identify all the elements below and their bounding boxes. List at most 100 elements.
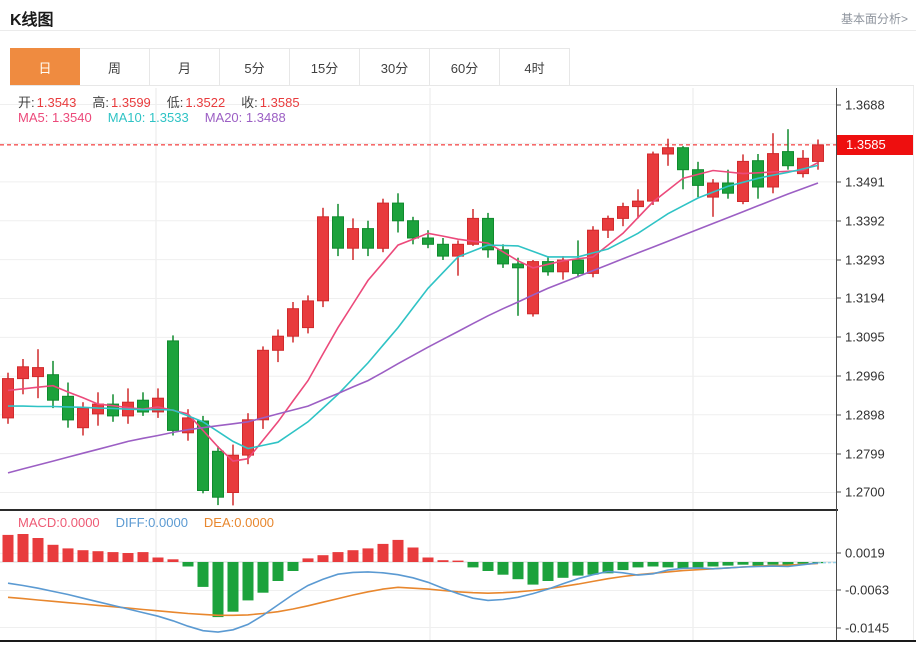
- macd-bar: [542, 562, 554, 581]
- chart-top-border: [10, 85, 914, 86]
- macd-bar: [17, 534, 29, 562]
- macd-label: MACD:: [18, 515, 60, 530]
- close-value: 1.3585: [259, 95, 300, 110]
- macd-bar: [467, 562, 479, 568]
- macd-bar: [197, 562, 209, 587]
- macd-bar: [587, 562, 599, 575]
- candle: [782, 151, 794, 167]
- candle: [647, 153, 659, 202]
- macd-bar: [62, 548, 74, 562]
- tab-30分[interactable]: 30分: [360, 48, 430, 86]
- close-label: 收:: [241, 95, 258, 110]
- candle: [92, 403, 104, 415]
- candlestick-chart[interactable]: [0, 88, 836, 510]
- candle: [767, 153, 779, 188]
- macd-legend: MACD:0.0000 DIFF:0.0000 DEA:0.0000: [18, 515, 274, 530]
- macd-bar: [377, 543, 389, 562]
- candle: [407, 220, 419, 239]
- fundamental-analysis-link[interactable]: 基本面分析>: [840, 12, 908, 26]
- candle: [812, 144, 824, 162]
- tab-日[interactable]: 日: [10, 48, 80, 86]
- macd-bar: [647, 562, 659, 567]
- macd-bar: [512, 562, 524, 580]
- candle: [437, 243, 449, 257]
- candle: [677, 147, 689, 171]
- macd-tick: 0.0019: [836, 546, 885, 561]
- page-title: K线图: [10, 12, 54, 29]
- macd-chart[interactable]: [0, 512, 836, 640]
- macd-bar: [527, 562, 539, 585]
- macd-bar: [287, 562, 299, 571]
- candle: [167, 340, 179, 431]
- price-tick: 1.2799: [836, 446, 885, 461]
- macd-bar: [137, 552, 149, 562]
- price-tick: 1.3095: [836, 330, 885, 345]
- candle: [797, 157, 809, 175]
- open-label: 开:: [18, 95, 35, 110]
- candle: [482, 217, 494, 251]
- candle: [392, 202, 404, 222]
- diff-label: DIFF:: [115, 515, 149, 530]
- macd-bar: [767, 562, 779, 565]
- macd-bar: [317, 555, 329, 562]
- macd-bar: [482, 562, 494, 571]
- timeframe-tab-bar: 日周月 5分 15分 30分 60分 4时: [10, 48, 570, 86]
- tab-周[interactable]: 周: [80, 48, 150, 86]
- candle: [227, 454, 239, 494]
- candle: [362, 228, 374, 249]
- macd-value: 0.0000: [59, 515, 100, 530]
- tab-15分[interactable]: 15分: [290, 48, 360, 86]
- macd-bar: [362, 548, 374, 562]
- macd-bar: [407, 547, 419, 562]
- macd-bar: [227, 562, 239, 612]
- tab-4时[interactable]: 4时: [500, 48, 570, 86]
- ohlc-legend: 开: 1.3543 高: 1.3599 低: 1.3522 收: 1.3585: [18, 92, 316, 111]
- macd-bar: [437, 560, 449, 562]
- candle: [572, 259, 584, 274]
- candle: [242, 419, 254, 456]
- price-tick: 1.3392: [836, 213, 885, 228]
- candle: [2, 378, 14, 419]
- macd-bar: [272, 562, 284, 581]
- candle: [467, 217, 479, 245]
- price-axis-line: [836, 88, 837, 641]
- diff-line: [7, 562, 819, 633]
- candle: [287, 308, 299, 337]
- macd-bar: [242, 562, 254, 601]
- candle: [257, 349, 269, 421]
- macd-bar: [662, 562, 674, 568]
- macd-bar: [497, 562, 509, 575]
- price-tick: 1.2700: [836, 485, 885, 500]
- candle: [542, 261, 554, 273]
- candle: [32, 367, 44, 378]
- candle: [527, 261, 539, 315]
- ma5-label: MA5:: [18, 110, 49, 125]
- macd-bar: [257, 562, 269, 593]
- macd-bar: [422, 557, 434, 562]
- widget-header: K线图 基本面分析>: [0, 0, 916, 31]
- macd-bar: [2, 534, 14, 562]
- candle: [602, 217, 614, 231]
- bottom-border: [0, 640, 916, 642]
- macd-bar: [302, 558, 314, 562]
- candle: [272, 335, 284, 351]
- macd-bar: [92, 551, 104, 562]
- high-value: 1.3599: [111, 95, 151, 110]
- candle: [332, 216, 344, 249]
- diff-value: 0.0000: [148, 515, 188, 530]
- tab-60分[interactable]: 60分: [430, 48, 500, 86]
- macd-bar: [452, 560, 464, 562]
- ma20-value: 1.3488: [245, 110, 286, 125]
- price-tick: 1.2898: [836, 407, 885, 422]
- tab-月[interactable]: 月: [150, 48, 220, 86]
- macd-bar: [707, 562, 719, 567]
- tab-5分[interactable]: 5分: [220, 48, 290, 86]
- macd-bar: [752, 562, 764, 566]
- ma20-line: [7, 182, 819, 474]
- current-price-badge: 1.3585: [837, 135, 913, 155]
- candle: [377, 202, 389, 249]
- price-tick: 1.3194: [836, 291, 885, 306]
- candle: [617, 206, 629, 219]
- ma10-line: [8, 164, 819, 450]
- candle: [137, 399, 149, 413]
